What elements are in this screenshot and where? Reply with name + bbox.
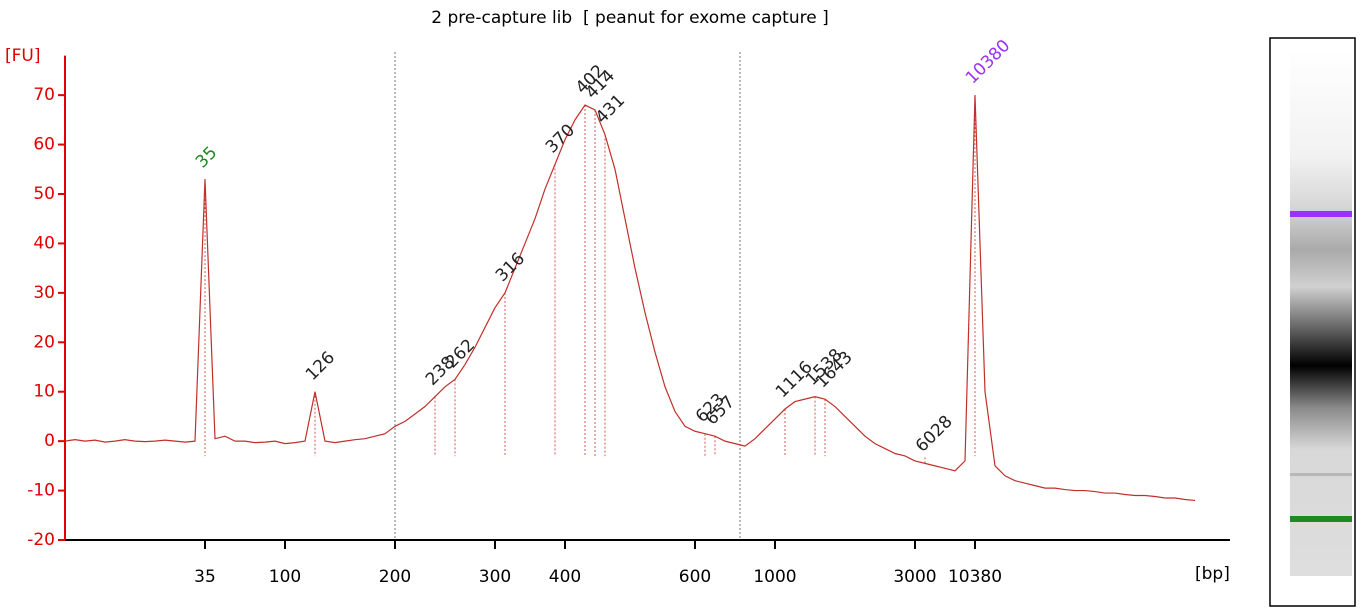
y-tick-label: -20 — [27, 530, 55, 550]
gel-lane — [1290, 50, 1352, 576]
peak-label: 370 — [542, 120, 579, 157]
y-tick-label: 10 — [33, 382, 55, 402]
peak-label: 10380 — [962, 36, 1014, 88]
x-tick-label: 200 — [379, 567, 411, 587]
y-tick-label: 20 — [33, 332, 55, 352]
chart-title: 2 pre-capture lib [ peanut for exome cap… — [431, 8, 828, 28]
y-tick-label: 40 — [33, 233, 55, 253]
y-tick-label: 60 — [33, 135, 55, 155]
x-tick-label: 600 — [679, 567, 711, 587]
y-axis-label: [FU] — [5, 46, 41, 66]
y-tick-label: 70 — [33, 85, 55, 105]
trace — [64, 95, 1196, 502]
gel-faint-band — [1290, 473, 1352, 476]
peak-label: 6028 — [912, 412, 957, 457]
y-tick-label: 0 — [44, 431, 55, 451]
peak-label: 35 — [192, 143, 221, 172]
x-tick-label: 300 — [479, 567, 511, 587]
gel-lower-marker — [1290, 516, 1352, 522]
x-tick-label: 100 — [269, 567, 301, 587]
x-tick-label: 35 — [194, 567, 216, 587]
x-tick-label: 10380 — [948, 567, 1002, 587]
x-tick-label: 400 — [549, 567, 581, 587]
gel-upper-marker — [1290, 211, 1352, 217]
y-tick-label: -10 — [27, 481, 55, 501]
peak-label: 126 — [302, 348, 339, 385]
y-tick-label: 30 — [33, 283, 55, 303]
x-axis-label: [bp] — [1195, 564, 1230, 584]
peak-label: 316 — [492, 249, 529, 286]
x-tick-label: 1000 — [753, 567, 796, 587]
y-tick-label: 50 — [33, 184, 55, 204]
x-tick-label: 3000 — [893, 567, 936, 587]
